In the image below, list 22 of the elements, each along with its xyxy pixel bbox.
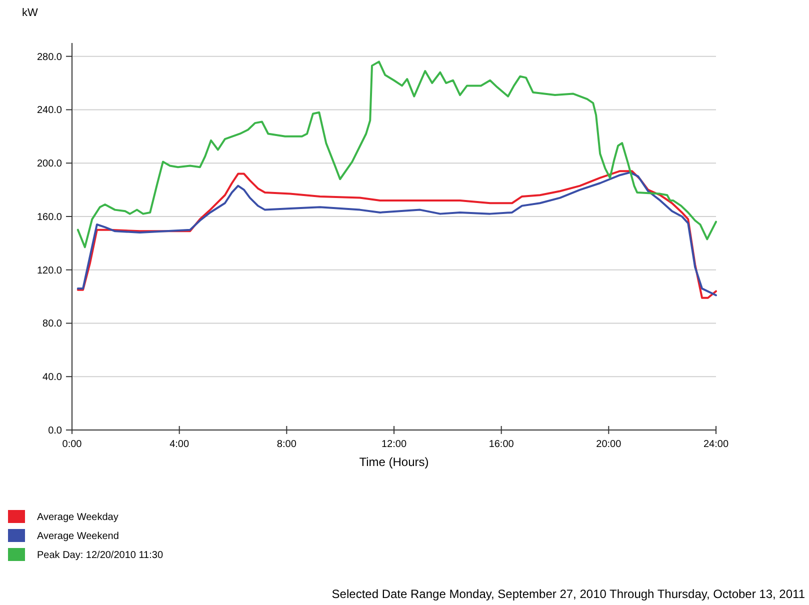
- x-tick-label: 0:00: [62, 439, 82, 450]
- legend-label: Average Weekday: [37, 512, 118, 523]
- y-tick-label: 40.0: [42, 372, 62, 384]
- x-tick-label: 8:00: [276, 439, 297, 450]
- y-tick-label: 120.0: [36, 265, 62, 276]
- line-series: [76, 60, 717, 248]
- y-tick-label: 240.0: [36, 105, 62, 116]
- y-tick-label: 0.0: [48, 426, 62, 436]
- y-tick-label: 200.0: [36, 158, 62, 170]
- x-tick-label: 24:00: [703, 439, 729, 450]
- x-axis-title: Time (Hours): [359, 455, 429, 469]
- x-tick-label: 4:00: [170, 439, 190, 450]
- legend-label: Average Weekend: [37, 531, 119, 542]
- x-tick-label: 20:00: [596, 439, 622, 450]
- legend-label: Peak Day: 12/20/2010 11:30: [37, 550, 164, 561]
- y-axis-title: kW: [22, 7, 38, 19]
- x-tick-label: 12:00: [381, 439, 407, 450]
- y-tick-label: 160.0: [36, 212, 62, 223]
- y-tick-label: 80.0: [42, 318, 62, 330]
- text: Selected Date Range Monday, September 27, 2010 Through Thursday, October 13, 2011: [332, 587, 806, 601]
- y-tick-label: 280.0: [36, 52, 62, 63]
- x-tick-label: 16:00: [488, 439, 514, 450]
